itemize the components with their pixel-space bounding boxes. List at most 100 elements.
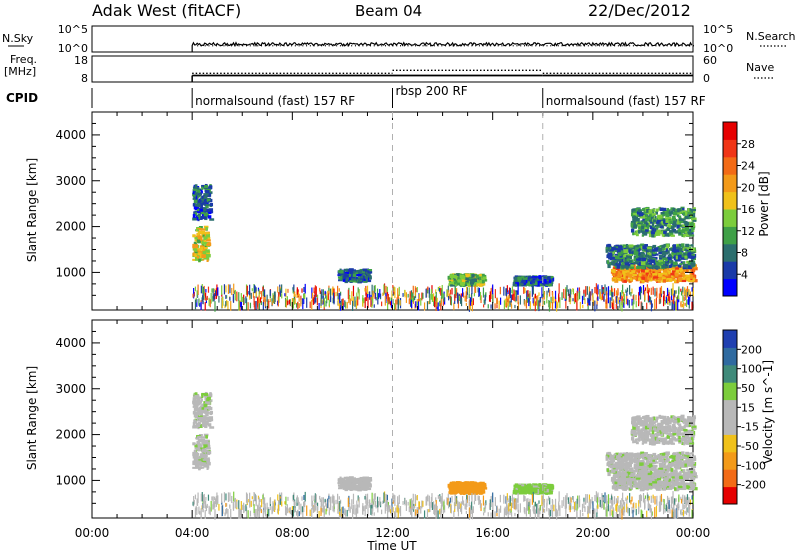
power-cell <box>202 246 206 251</box>
power-floor-cell <box>689 294 691 302</box>
velocity-cell <box>193 407 199 412</box>
power-floor-cell <box>561 292 563 300</box>
power-floor-cell <box>252 292 255 298</box>
power-cell <box>628 260 633 263</box>
power-floor-cell <box>607 292 609 304</box>
power-cell <box>650 262 653 266</box>
power-floor-cell <box>642 285 645 295</box>
power-cell <box>672 211 678 216</box>
power-floor-cell <box>225 285 227 293</box>
power-cell <box>675 255 678 260</box>
power-floor-cell <box>209 299 211 308</box>
power-cell <box>609 256 612 261</box>
power-floor-cell <box>558 283 560 294</box>
power-floor-cell <box>623 302 625 308</box>
power-cell <box>634 261 638 264</box>
power-floor-cell <box>309 301 311 309</box>
power-floor-cell <box>245 296 247 304</box>
velocity-cell <box>520 490 524 494</box>
velocity-cell <box>466 481 472 486</box>
power-floor-cell <box>213 294 215 302</box>
power-cell <box>197 236 203 240</box>
power-cell <box>615 271 619 274</box>
velocity-cell <box>479 487 483 492</box>
power-cell <box>192 258 196 261</box>
power-cell <box>662 210 665 213</box>
power-cell <box>362 269 366 272</box>
power-cell <box>691 262 696 267</box>
power-floor-cell <box>660 285 663 294</box>
power-cell <box>687 252 692 256</box>
power-floor-cell <box>288 299 290 304</box>
velocity-cell <box>662 480 668 483</box>
power-floor-cell <box>631 288 633 294</box>
power-floor-cell <box>667 301 669 305</box>
velocity-cell <box>666 478 672 482</box>
power-floor-cell <box>249 302 252 309</box>
power-cell <box>687 262 691 266</box>
power-floor-cell <box>245 284 248 295</box>
power-cell <box>679 263 683 266</box>
power-cell <box>641 228 646 231</box>
velocity-cell <box>206 457 210 461</box>
power-floor-cell <box>247 302 249 311</box>
power-cell <box>461 282 465 287</box>
power-cell <box>660 246 666 250</box>
power-cell <box>681 210 687 214</box>
velocity-cell <box>629 477 632 482</box>
power-floor-cell <box>197 284 199 296</box>
power-floor-cell <box>644 287 647 291</box>
power-cell <box>205 193 209 196</box>
power-cell <box>654 270 659 273</box>
velocity-cell <box>532 485 538 488</box>
power-floor-cell <box>277 296 279 307</box>
power-cell <box>619 273 623 277</box>
power-cell <box>465 280 469 284</box>
power-floor-cell <box>259 297 262 303</box>
power-floor-cell <box>246 285 248 296</box>
power-floor-cell <box>675 300 677 311</box>
power-floor-cell <box>340 291 342 296</box>
velocity-cell <box>203 433 209 437</box>
power-cell <box>621 261 624 266</box>
power-floor-cell <box>532 297 534 304</box>
power-cell <box>525 277 530 280</box>
velocity-cell <box>690 486 693 490</box>
power-floor-cell <box>682 302 685 309</box>
power-floor-cell <box>357 296 359 306</box>
velocity-cell <box>636 477 641 480</box>
power-cell <box>629 279 632 283</box>
velocity-cell <box>196 452 200 456</box>
velocity-cell <box>645 480 649 483</box>
power-cell <box>547 276 551 280</box>
power-cell <box>192 214 196 218</box>
power-floor-cell <box>201 284 203 294</box>
power-cell <box>198 251 203 254</box>
velocity-cell <box>192 442 196 446</box>
power-floor-cell <box>536 295 538 306</box>
velocity-cell <box>203 404 208 408</box>
power-cell <box>663 274 666 278</box>
power-cell <box>631 270 636 274</box>
power-cell <box>201 211 206 215</box>
power-floor-cell <box>489 291 491 302</box>
power-cell <box>351 275 356 279</box>
power-floor-cell <box>556 300 558 312</box>
velocity-cell <box>193 403 197 408</box>
power-cell <box>456 276 461 281</box>
power-floor-cell <box>623 292 625 297</box>
power-floor-cell <box>506 285 508 293</box>
velocity-cell <box>197 424 203 428</box>
power-cell <box>674 230 678 234</box>
power-floor-cell <box>617 289 619 296</box>
power-cell <box>684 222 690 226</box>
power-cell <box>621 245 625 249</box>
velocity-cell <box>351 483 356 487</box>
power-floor-cell <box>414 303 416 309</box>
velocity-cell <box>660 485 666 488</box>
power-floor-cell <box>652 286 654 291</box>
power-cell <box>669 247 673 251</box>
power-cell <box>204 186 210 190</box>
power-cell <box>678 267 684 272</box>
power-floor-cell <box>415 287 417 293</box>
